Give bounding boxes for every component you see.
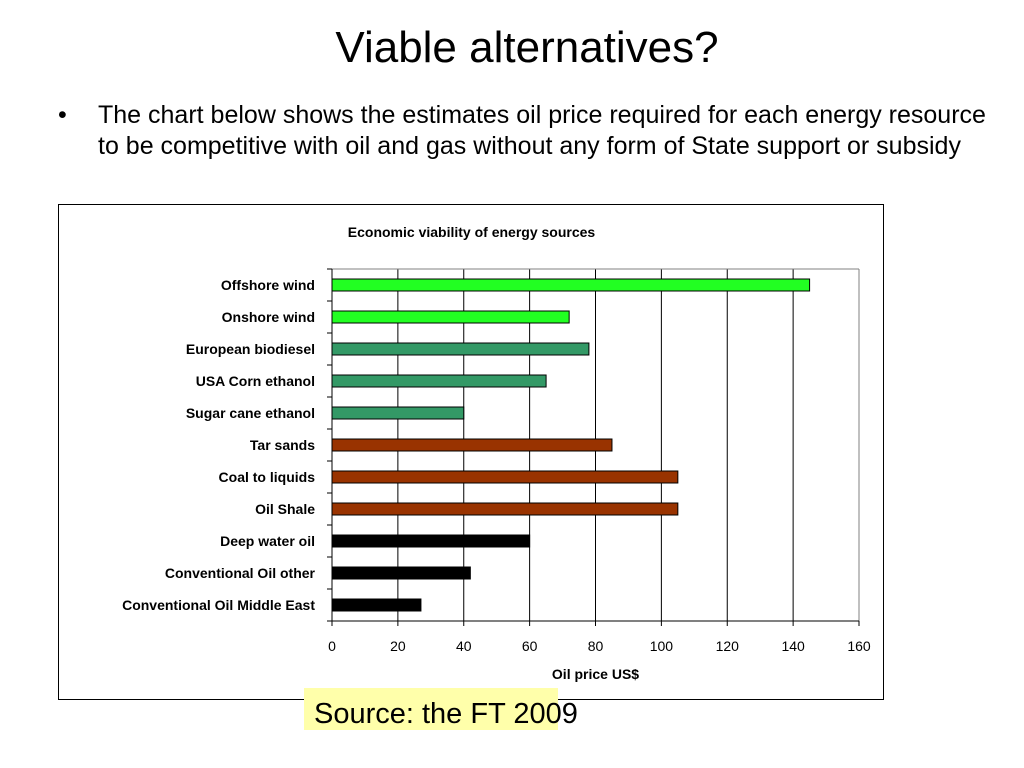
bar-onshore-wind: [331, 310, 570, 324]
category-label-european-biodiesel: European biodiesel: [186, 341, 315, 357]
x-tick-label-140: 140: [781, 638, 805, 654]
bar-tar-sands: [331, 438, 613, 452]
bullet-text: The chart below shows the estimates oil …: [98, 101, 986, 160]
category-label-onshore-wind: Onshore wind: [222, 309, 315, 325]
bar-deep-water-oil: [331, 534, 531, 548]
x-tick-label-160: 160: [847, 638, 871, 654]
bar-chart: Economic viability of energy sources 0 20 4…: [122, 224, 871, 682]
chart-frame: Economic viability of energy sources 0 20 4…: [58, 204, 884, 700]
x-tick-label-100: 100: [650, 638, 674, 654]
category-label-tar-sands: Tar sands: [250, 437, 315, 453]
category-label-conventional-oil-other: Conventional Oil other: [165, 565, 316, 581]
bar-conventional-oil-other: [331, 566, 471, 580]
x-tick-label-40: 40: [456, 638, 472, 654]
bar-offshore-wind: [331, 278, 811, 292]
x-tick-label-60: 60: [522, 638, 538, 654]
x-tick-label-0: 0: [328, 638, 336, 654]
bar-coal-to-liquids: [331, 470, 679, 484]
category-label-offshore-wind: Offshore wind: [221, 277, 315, 293]
x-tick-label-120: 120: [716, 638, 740, 654]
category-label-deep-water-oil: Deep water oil: [220, 533, 315, 549]
category-label-conventional-oil-middle-east: Conventional Oil Middle East: [122, 597, 315, 613]
source-highlight: [304, 688, 558, 730]
category-label-coal-to-liquids: Coal to liquids: [219, 469, 316, 485]
category-label-usa-corn-ethanol: USA Corn ethanol: [196, 373, 315, 389]
bar-european-biodiesel: [331, 342, 590, 356]
category-label-sugar-cane-ethanol: Sugar cane ethanol: [186, 405, 315, 421]
bar-sugar-cane-ethanol: [331, 406, 465, 420]
bar-conventional-oil-middle-east: [331, 598, 422, 612]
source-caption: Source: the FT 2009: [314, 698, 578, 730]
x-axis-label: Oil price US$: [552, 666, 639, 682]
category-label-oil-shale: Oil Shale: [255, 501, 315, 517]
bar-oil-shale: [331, 502, 679, 516]
x-tick-label-80: 80: [588, 638, 604, 654]
x-tick-label-20: 20: [390, 638, 406, 654]
chart-title: Economic viability of energy sources: [348, 224, 596, 240]
bar-usa-corn-ethanol: [331, 374, 547, 388]
slide-title: Viable alternatives?: [335, 23, 719, 72]
bullet-dot: •: [58, 101, 67, 129]
